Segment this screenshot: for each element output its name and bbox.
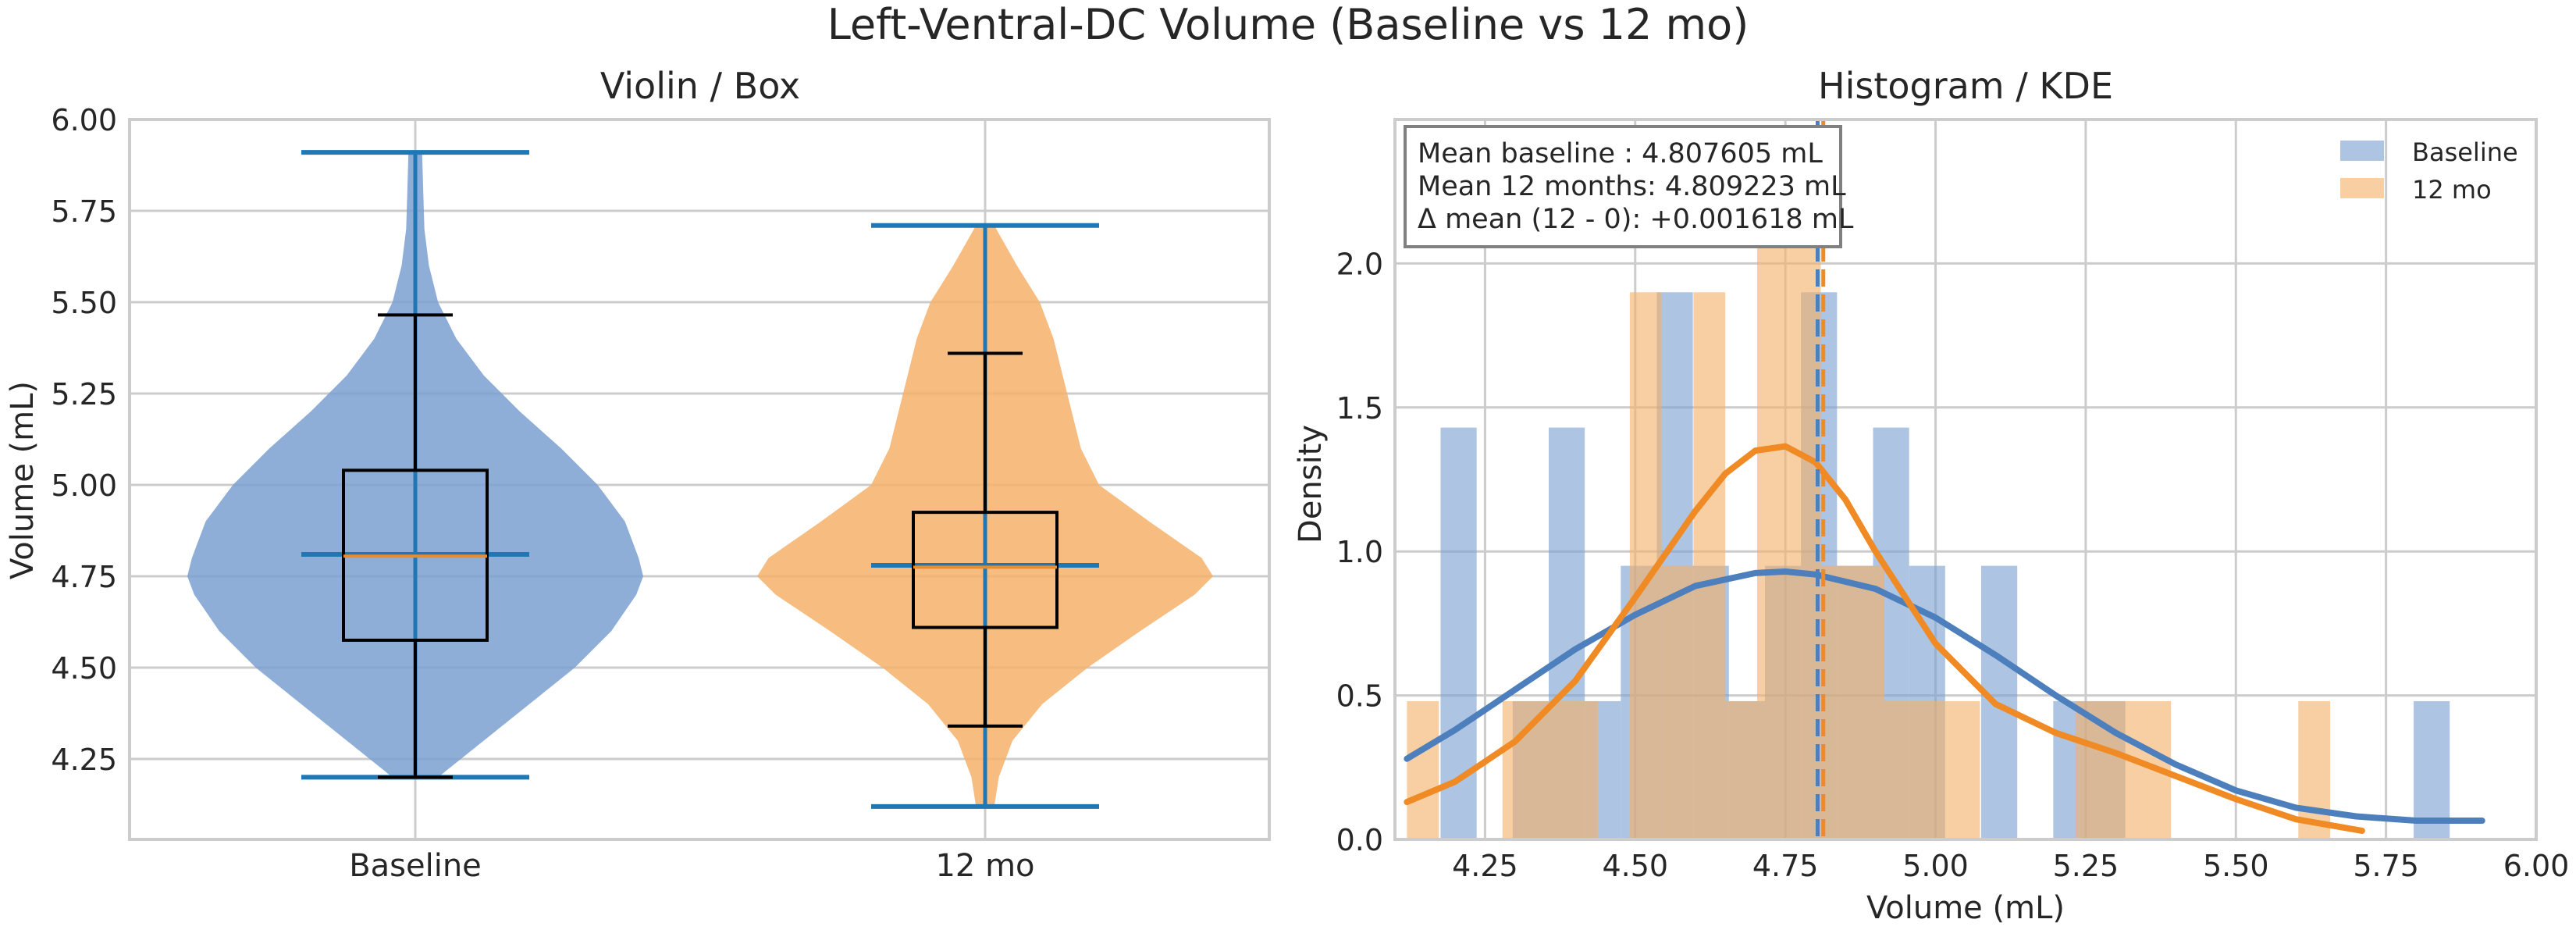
legend-swatch-12mo — [2340, 178, 2384, 198]
histogram-x-tick-label: 5.75 — [2353, 849, 2419, 883]
legend-label-baseline: Baseline — [2412, 137, 2518, 167]
histogram-bar-12mo — [1884, 700, 1916, 839]
annotation-frame — [1404, 125, 1842, 248]
violin-box-panel: Violin / Box Volume (mL) 4.25 4.50 4.75 5.0… — [5, 65, 1271, 884]
histogram-x-tick-label: 4.25 — [1452, 849, 1518, 883]
histogram-y-tick-label: 2.0 — [1336, 247, 1383, 281]
violin-y-axis-label: Volume (mL) — [5, 381, 41, 579]
annotation-line-delta-mean: Δ mean (12 - 0): +0.001618 mL — [1418, 204, 1854, 235]
violin-y-tick-label: 5.50 — [51, 286, 117, 320]
histogram-x-tick-label: 4.50 — [1602, 849, 1668, 883]
legend-swatch-baseline — [2340, 141, 2384, 161]
histogram-marks — [1404, 119, 2485, 840]
violin-y-tick-label: 4.75 — [51, 560, 117, 594]
violin-y-tick-label: 6.00 — [51, 103, 117, 137]
violin-panel-title: Violin / Box — [600, 65, 800, 107]
histogram-x-tick-label: 4.75 — [1752, 849, 1819, 883]
histogram-bar-12mo — [1788, 223, 1821, 839]
histogram-bar-12mo — [1820, 565, 1853, 839]
histogram-y-tick-label: 1.0 — [1336, 535, 1383, 569]
histogram-bar-12mo — [1756, 154, 1789, 840]
histogram-y-tick-label: 0.5 — [1336, 679, 1383, 714]
histogram-bar-12mo — [1948, 700, 1980, 839]
violin-y-tick-label: 4.50 — [51, 651, 117, 686]
histogram-x-tick-label: 5.25 — [2053, 849, 2119, 883]
histogram-x-tick-label: 5.50 — [2203, 849, 2269, 883]
histogram-bar-12mo — [1916, 700, 1948, 839]
histogram-bar-12mo — [2298, 700, 2331, 839]
histogram-bar-12mo — [1725, 700, 1757, 839]
histogram-legend: Baseline 12 mo — [2340, 137, 2518, 205]
histogram-bar-baseline — [2414, 700, 2450, 839]
histogram-bar-12mo — [2107, 700, 2140, 839]
violin-y-tick-label: 5.00 — [51, 468, 117, 503]
figure-title: Left-Ventral-DC Volume (Baseline vs 12 m… — [827, 0, 1749, 49]
histogram-y-tick-label: 0.0 — [1336, 823, 1383, 857]
box-iqr — [912, 511, 1059, 629]
violin-x-tick-label: 12 mo — [935, 848, 1034, 884]
histogram-bar-12mo — [1502, 700, 1535, 839]
histogram-plot-frame — [1393, 118, 2538, 841]
histogram-kde-panel: Histogram / KDE Density Volume (mL) 0.00… — [1293, 65, 2569, 926]
histogram-x-axis-label: Volume (mL) — [1866, 890, 2065, 926]
violin-plot-frame — [128, 118, 1271, 841]
histogram-bar-12mo — [1534, 700, 1567, 839]
histogram-bar-12mo — [1407, 700, 1439, 839]
kde-curve-baseline — [1404, 568, 2485, 825]
histogram-panel-title: Histogram / KDE — [1818, 65, 2113, 107]
kde-curve-12mo — [1404, 443, 2365, 834]
histogram-bar-12mo — [1852, 565, 1885, 839]
violin-y-tick-label: 4.25 — [51, 743, 117, 777]
violin-y-tick-label: 5.25 — [51, 377, 117, 411]
histogram-y-axis-label: Density — [1293, 425, 1329, 543]
histogram-y-tick-label: 1.5 — [1336, 391, 1383, 426]
mean-annotation-box: Mean baseline : 4.807605 mL Mean 12 mont… — [1404, 125, 1854, 248]
annotation-line-mean-followup: Mean 12 months: 4.809223 mL — [1418, 171, 1846, 202]
legend-label-12mo: 12 mo — [2412, 175, 2492, 205]
violin-tick-labels: 4.25 4.50 4.75 5.00 5.25 5.50 5.75 6.00 Baseline… — [51, 103, 1034, 884]
histogram-x-tick-label: 5.00 — [1902, 849, 1969, 883]
violin-marks — [187, 150, 1213, 809]
histogram-bar-12mo — [1566, 700, 1599, 839]
violin-y-tick-label: 5.75 — [51, 194, 117, 229]
violin-x-tick-label: Baseline — [349, 848, 482, 884]
histogram-tick-labels: 0.0 0.5 1.0 1.5 2.0 4.25 4.50 4.75 5.00 5.25 5.50 5… — [1336, 247, 2570, 883]
histogram-bar-12mo — [1661, 565, 1694, 839]
annotation-line-mean-baseline: Mean baseline : 4.807605 mL — [1418, 138, 1823, 169]
histogram-bar-12mo — [1693, 292, 1726, 839]
histogram-x-tick-label: 6.00 — [2503, 849, 2570, 883]
